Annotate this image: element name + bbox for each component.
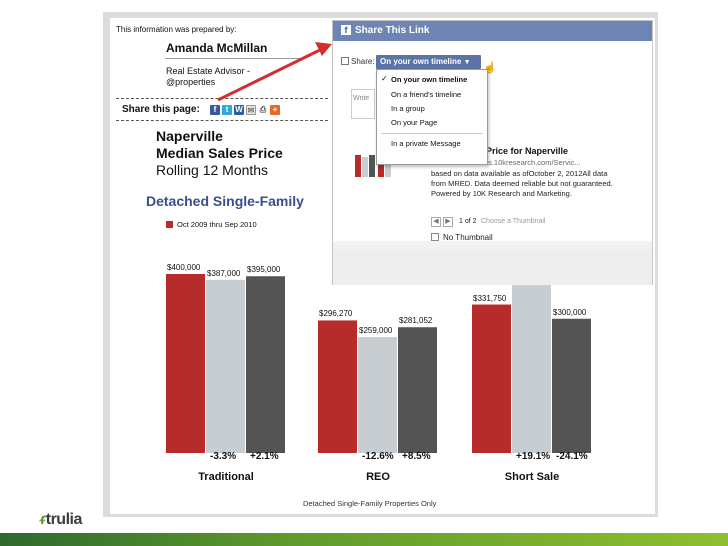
facebook-logo-icon: f xyxy=(341,25,351,35)
legend-swatch xyxy=(166,221,173,228)
bar-reo-1 xyxy=(358,337,397,453)
menu-item-page[interactable]: On your Page xyxy=(391,118,438,127)
chevron-down-icon: ▼ xyxy=(463,59,471,66)
legend-label: Oct 2009 thru Sep 2010 xyxy=(177,220,257,229)
chart-subtitle: Detached Single-Family xyxy=(146,193,304,209)
bar-value-label: $400,000 xyxy=(167,263,201,272)
twitter-icon[interactable]: t xyxy=(222,105,232,115)
bar-reo-0 xyxy=(318,320,357,453)
share-dialog: f Share This Link Share: On your own time… xyxy=(332,20,653,285)
write-box[interactable] xyxy=(351,89,375,119)
link-description: based on data available as ofOctober 2, … xyxy=(431,169,613,198)
share-dialog-body: Share: On your own timeline ▼ ☝ Write Pr… xyxy=(333,41,652,242)
change-label: +2.1% xyxy=(250,451,279,462)
prepared-by-label: This information was prepared by: xyxy=(116,25,237,34)
chart-footnote: Detached Single-Family Properties Only xyxy=(303,499,437,508)
bar-reo-2 xyxy=(398,327,437,453)
change-label: -12.6% xyxy=(362,451,394,462)
category-label: Short Sale xyxy=(504,471,560,483)
change-label: -3.3% xyxy=(210,451,237,462)
share-dialog-header: f Share This Link xyxy=(333,21,652,41)
share-target-label: Share: xyxy=(341,57,375,66)
change-label: +19.1% xyxy=(516,451,551,462)
share-target-menu: ✓ On your own timeline On a friend's tim… xyxy=(376,69,488,165)
bar-traditional-0 xyxy=(166,274,205,453)
bar-short-sale-0 xyxy=(472,304,511,453)
menu-divider xyxy=(381,133,483,134)
title-line-3: Rolling 12 Months xyxy=(156,162,269,178)
bar-value-label: $281,052 xyxy=(399,316,433,326)
share-icon xyxy=(341,57,349,65)
link-url: ts.10kresearch.com/Servic... xyxy=(486,158,581,167)
share-dialog-title: Share This Link xyxy=(355,25,430,36)
red-arrow xyxy=(217,42,332,102)
bar-value-label: $387,000 xyxy=(207,268,241,278)
screenshot: This information was prepared by: Amanda… xyxy=(110,18,655,514)
print-icon[interactable]: ⎙ xyxy=(258,105,268,115)
next-thumbnail-button[interactable]: ▶ xyxy=(443,217,453,227)
no-thumbnail-checkbox[interactable] xyxy=(431,233,439,241)
divider xyxy=(165,58,305,59)
wordpress-icon[interactable]: W xyxy=(234,105,244,115)
choose-thumbnail-label: Choose a Thumbnail xyxy=(481,218,546,225)
change-label: -24.1% xyxy=(556,451,588,462)
leaf-icon: ᵳ xyxy=(40,511,46,528)
menu-item-own-timeline[interactable]: On your own timeline xyxy=(391,75,468,84)
bar-traditional-2 xyxy=(246,276,285,453)
dashed-divider-bottom xyxy=(116,120,328,121)
no-thumbnail-label: No Thumbnail xyxy=(443,233,493,242)
agent-company: @properties xyxy=(166,77,216,87)
menu-item-friend-timeline[interactable]: On a friend's timeline xyxy=(391,90,462,99)
share-page-label: Share this page: xyxy=(122,104,200,115)
link-title[interactable]: Price for Naperville xyxy=(486,146,569,156)
trulia-logo: ᵳtrulia xyxy=(40,511,82,528)
category-label: REO xyxy=(366,471,390,483)
bar-chart xyxy=(166,274,591,453)
change-label: +8.5% xyxy=(402,451,431,462)
bar-value-label: $259,000 xyxy=(359,326,393,336)
share-dialog-footer xyxy=(333,249,652,285)
plus-icon[interactable]: + xyxy=(270,105,280,115)
prev-thumbnail-button[interactable]: ◀ xyxy=(431,217,441,227)
bar-value-label: $300,000 xyxy=(553,307,587,317)
email-icon[interactable]: ✉ xyxy=(246,105,256,115)
share-target-dropdown[interactable]: On your own timeline ▼ xyxy=(376,55,481,69)
thumbnail-preview xyxy=(351,145,401,191)
bar-short-sale-1 xyxy=(512,276,551,453)
category-label: Traditional xyxy=(198,471,254,483)
bar-value-label: $296,270 xyxy=(319,309,353,319)
bar-traditional-1 xyxy=(206,279,245,453)
bar-value-label: $331,750 xyxy=(473,293,507,303)
thumbnail-pager: 1 of 2 xyxy=(459,218,477,225)
bar-short-sale-2 xyxy=(552,318,591,453)
title-line-1: Naperville xyxy=(156,128,223,144)
bar-value-label: $395,000 xyxy=(247,265,281,275)
brand-bar xyxy=(0,533,728,546)
facebook-icon[interactable]: f xyxy=(210,105,220,115)
check-icon: ✓ xyxy=(381,74,388,83)
agent-role: Real Estate Advisor - xyxy=(166,66,251,76)
write-placeholder: Write xyxy=(353,95,370,102)
agent-name: Amanda McMillan xyxy=(166,41,268,55)
menu-item-private-message[interactable]: In a private Message xyxy=(391,139,461,148)
title-line-2: Median Sales Price xyxy=(156,145,283,161)
menu-item-group[interactable]: In a group xyxy=(391,104,425,113)
